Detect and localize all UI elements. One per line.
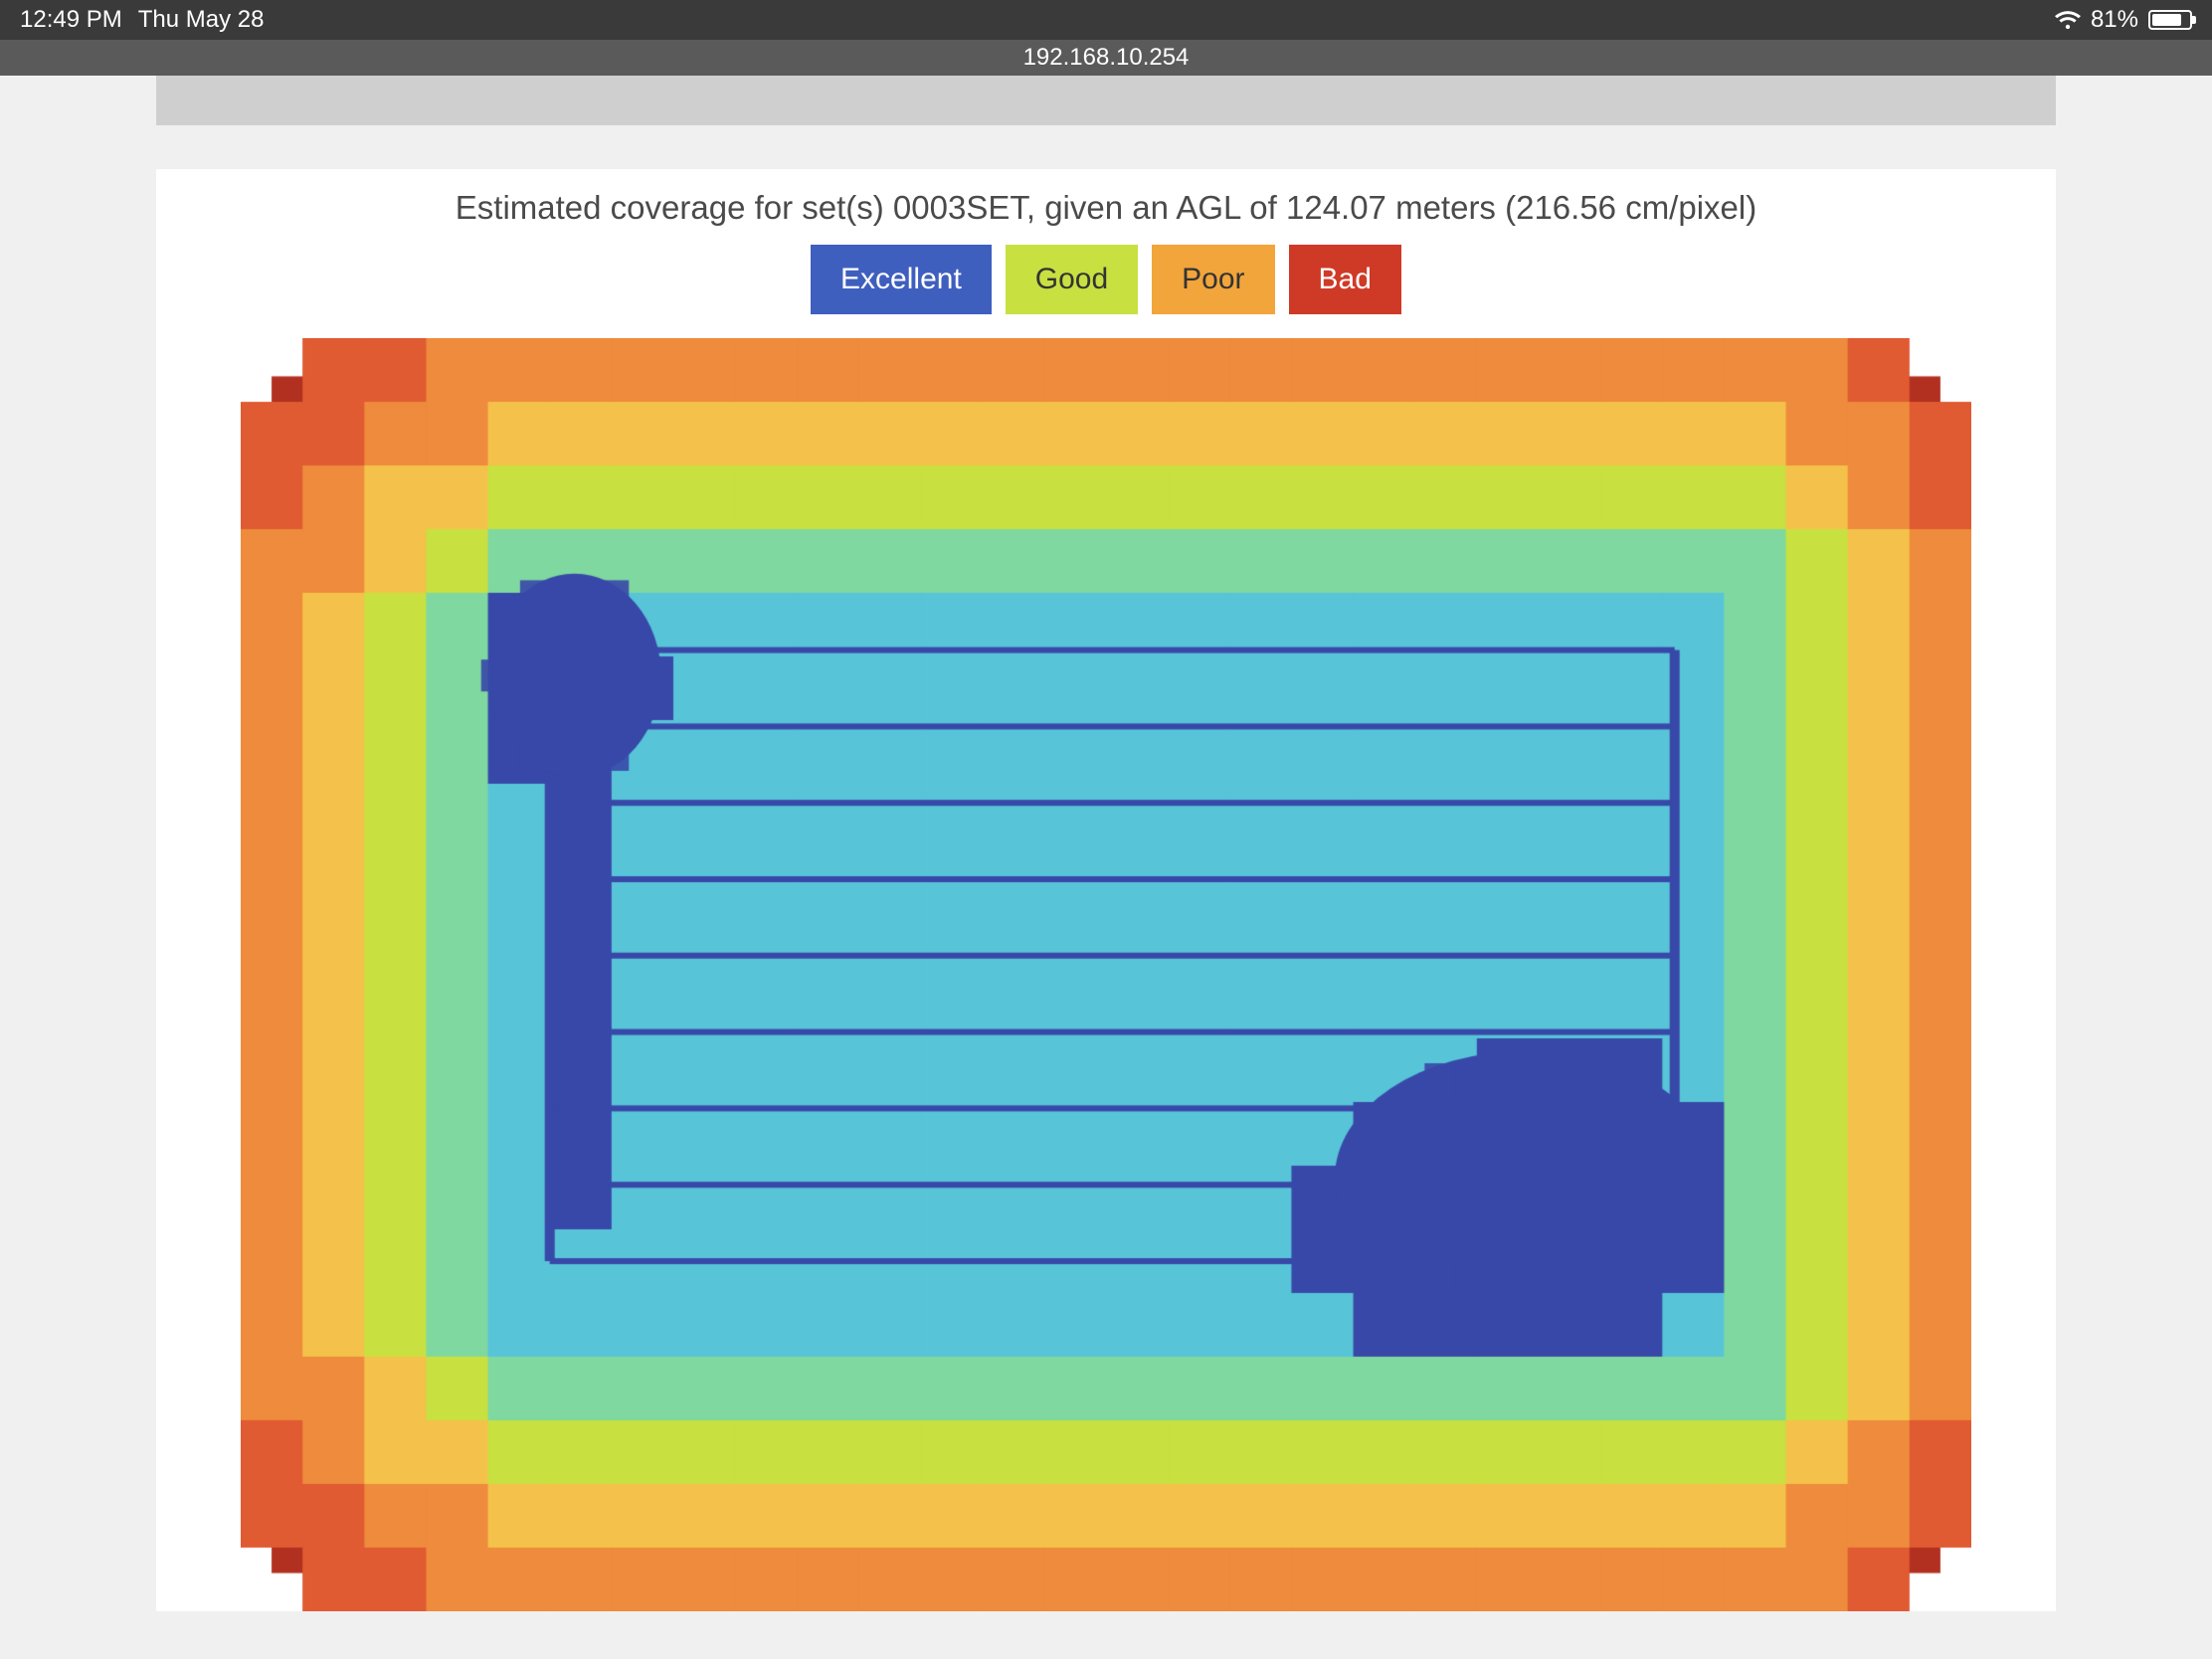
header-strip (156, 76, 2056, 125)
battery-fill (2152, 14, 2181, 26)
legend-chip-bad[interactable]: Bad (1289, 245, 1401, 314)
browser-url-bar[interactable]: 192.168.10.254 (0, 40, 2212, 76)
page-body: Estimated coverage for set(s) 0003SET, g… (0, 76, 2212, 1659)
heatmap-container (156, 338, 2056, 1611)
coverage-heatmap (241, 338, 1971, 1611)
legend: ExcellentGoodPoorBad (156, 245, 2056, 314)
legend-chip-poor[interactable]: Poor (1152, 245, 1274, 314)
battery-icon (2148, 10, 2192, 30)
ios-status-bar: 12:49 PM Thu May 28 81% (0, 0, 2212, 40)
browser-url-text: 192.168.10.254 (1023, 44, 1190, 72)
coverage-panel: Estimated coverage for set(s) 0003SET, g… (156, 169, 2056, 1611)
wifi-icon (2055, 10, 2081, 30)
legend-chip-excellent[interactable]: Excellent (811, 245, 992, 314)
coverage-title: Estimated coverage for set(s) 0003SET, g… (156, 183, 2056, 245)
status-right: 81% (2055, 6, 2192, 34)
status-time: 12:49 PM (20, 6, 122, 34)
status-date: Thu May 28 (138, 6, 265, 34)
status-left: 12:49 PM Thu May 28 (20, 6, 264, 34)
legend-chip-good[interactable]: Good (1006, 245, 1138, 314)
battery-percent: 81% (2091, 6, 2138, 34)
content-column: Estimated coverage for set(s) 0003SET, g… (156, 76, 2056, 1659)
